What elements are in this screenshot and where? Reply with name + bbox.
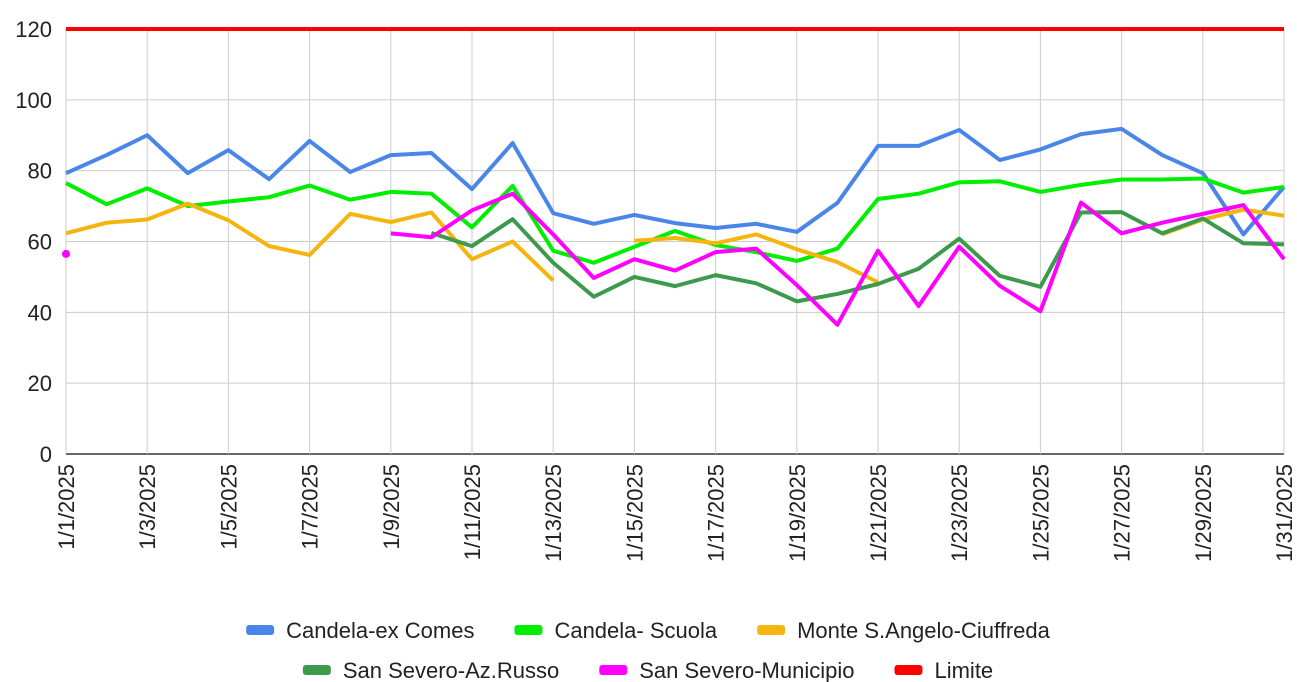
x-tick-label: 1/13/2025	[541, 464, 566, 562]
legend-swatch	[514, 625, 543, 635]
legend-swatch	[302, 665, 331, 675]
y-tick-label: 40	[28, 300, 52, 325]
x-tick-label: 1/19/2025	[785, 464, 810, 562]
x-tick-label: 1/3/2025	[135, 464, 160, 550]
x-tick-label: 1/5/2025	[216, 464, 241, 550]
series-line	[65, 126, 1286, 237]
x-tick-label: 1/27/2025	[1110, 464, 1135, 562]
legend-label: Candela-ex Comes	[286, 618, 474, 643]
x-tick-label: 1/7/2025	[298, 464, 323, 550]
series-line	[65, 176, 1285, 265]
x-tick-label: 1/31/2025	[1272, 464, 1297, 562]
y-tick-label: 20	[28, 371, 52, 396]
point	[62, 249, 70, 258]
legend-swatch	[599, 665, 628, 675]
x-tick-label: 1/21/2025	[866, 464, 891, 562]
legend-label: Limite	[934, 658, 993, 682]
legend-label: San Severo-Az.Russo	[343, 658, 559, 682]
y-tick-label: 80	[28, 159, 52, 184]
x-tick-label: 1/25/2025	[1028, 464, 1053, 562]
legend-swatch	[757, 625, 786, 635]
legend-swatch	[894, 665, 923, 675]
y-tick-label: 0	[40, 442, 52, 467]
x-tick-label: 1/15/2025	[622, 464, 647, 562]
legend-label: Monte S.Angelo-Ciuffreda	[797, 618, 1051, 643]
legend-swatch	[246, 625, 275, 635]
series-line	[390, 191, 1286, 327]
y-tick-label: 60	[28, 230, 52, 255]
legend-label: Candela- Scuola	[554, 618, 717, 643]
y-tick-label: 120	[15, 17, 52, 42]
y-tick-label: 100	[15, 88, 52, 113]
series-line	[65, 201, 555, 282]
x-tick-label: 1/17/2025	[704, 464, 729, 562]
x-tick-label: 1/29/2025	[1191, 464, 1216, 562]
x-tick-label: 1/23/2025	[947, 464, 972, 562]
x-tick-label: 1/11/2025	[460, 464, 485, 560]
x-tick-label: 1/9/2025	[379, 464, 404, 550]
x-tick-label: 1/1/2025	[54, 464, 79, 550]
legend-label: San Severo-Municipio	[639, 658, 854, 682]
series-line	[634, 232, 879, 285]
